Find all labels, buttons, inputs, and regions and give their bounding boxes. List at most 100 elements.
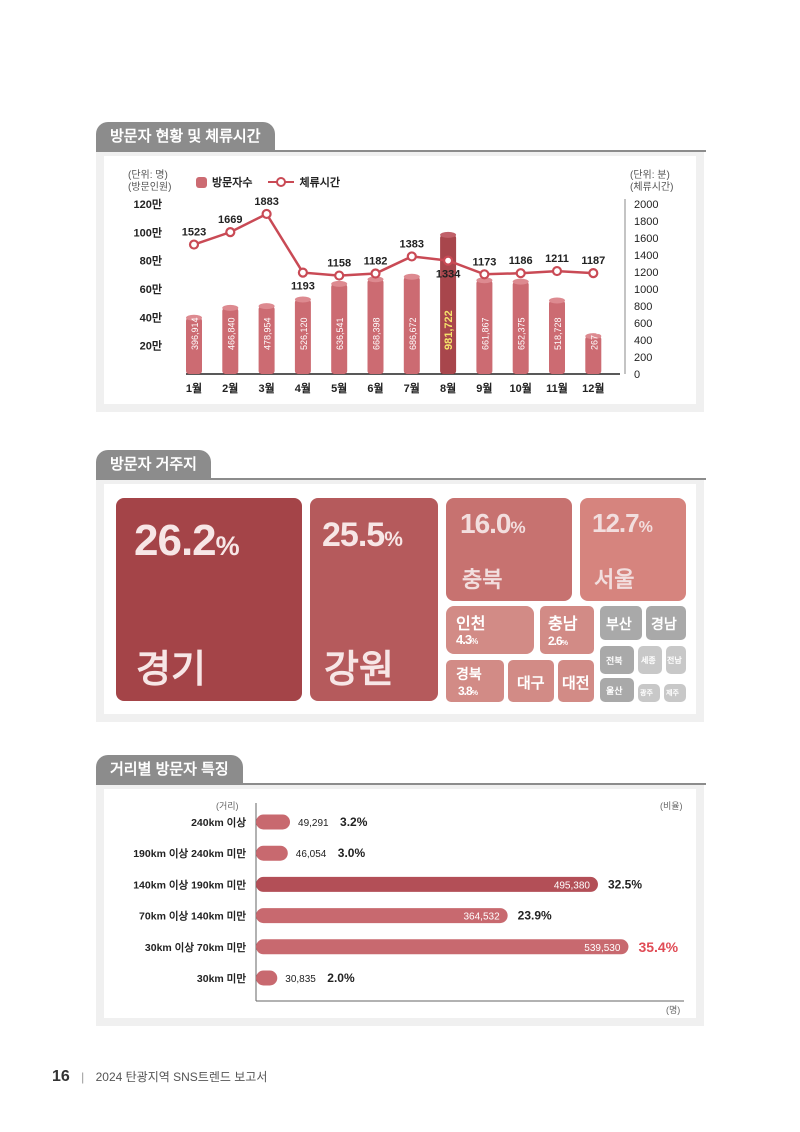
legend-bar-icon bbox=[196, 176, 207, 188]
bar-cap bbox=[476, 277, 493, 284]
treemap-pct-value: 16.0 bbox=[460, 508, 511, 539]
legend-line-label: 체류시간 bbox=[299, 177, 340, 189]
x-tick-label: 7월 bbox=[404, 381, 420, 395]
combo-axes: 20만 40만 60만 80만 100만 120만 0 200 400 600 800 1000 120… bbox=[134, 197, 659, 395]
bar-cap bbox=[331, 280, 348, 287]
bar-data-label: 267,338 bbox=[589, 317, 599, 350]
bar bbox=[186, 317, 202, 374]
treemap-tile: 12.7% 서울 bbox=[580, 498, 686, 601]
line-data-label: 1193 bbox=[291, 281, 315, 293]
bar bbox=[476, 280, 493, 374]
line-data-label: 1187 bbox=[581, 255, 605, 267]
treemap-tile: 16.0% 충북 bbox=[446, 498, 572, 601]
x-tick-label: 12월 bbox=[582, 381, 604, 395]
treemap-pct: 26.2% bbox=[134, 516, 240, 566]
right-tick-label: 1800 bbox=[634, 216, 658, 228]
count-unit-label: (명) bbox=[666, 1005, 681, 1015]
treemap-tile: 대전 bbox=[558, 660, 594, 702]
line-data-label: 1523 bbox=[182, 227, 206, 239]
bar bbox=[222, 307, 239, 374]
x-tick-label: 3월 bbox=[258, 381, 274, 395]
bar-data-label: 478,954 bbox=[263, 317, 273, 350]
bar-cap bbox=[403, 273, 420, 280]
treemap-pct: 3.8% bbox=[458, 684, 478, 698]
bar-cap bbox=[222, 304, 239, 311]
line-point bbox=[261, 208, 272, 220]
treemap-tile: 경남 bbox=[646, 606, 686, 640]
x-tick-label: 11월 bbox=[546, 381, 568, 395]
treemap-pct-value: 4.3 bbox=[456, 632, 472, 647]
bar bbox=[256, 814, 291, 830]
treemap-pct-unit: % bbox=[638, 519, 653, 536]
treemap-tile: 울산 bbox=[600, 678, 634, 702]
treemap-pct-value: 26.2 bbox=[134, 516, 217, 565]
treemap-pct: 12.7% bbox=[592, 508, 653, 539]
treemap-tile: 제주 bbox=[664, 684, 686, 702]
treemap-pct-unit: % bbox=[471, 637, 478, 646]
line-series bbox=[193, 212, 594, 277]
treemap-pct-unit: % bbox=[215, 531, 240, 561]
right-tick-label: 1400 bbox=[634, 250, 658, 262]
line-data-label: 1383 bbox=[400, 238, 424, 250]
left-unit-line1: (단위: 명) bbox=[128, 170, 168, 181]
treemap-region-name: 제주 bbox=[666, 690, 679, 697]
right-tick-label: 1200 bbox=[634, 267, 658, 279]
x-tick-label: 8월 bbox=[440, 381, 456, 395]
treemap-pct: 4.3% bbox=[456, 632, 478, 647]
treemap-region-name: 대전 bbox=[562, 675, 590, 692]
category-label: 30km 미만 bbox=[197, 972, 246, 985]
bar-cap bbox=[367, 276, 384, 283]
treemap-pct-unit: % bbox=[561, 640, 568, 647]
treemap-region-name: 충북 bbox=[462, 567, 503, 592]
treemap-pct-unit: % bbox=[471, 690, 478, 697]
right-tick-label: 1600 bbox=[634, 233, 658, 245]
bar-data-label: 686,672 bbox=[408, 317, 418, 350]
treemap-region-name: 전북 bbox=[606, 656, 623, 666]
bar bbox=[585, 336, 602, 374]
treemap-pct-value: 3.8 bbox=[458, 684, 473, 698]
report-title: 2024 탄광지역 SNS트렌드 보고서 bbox=[95, 1070, 268, 1084]
right-tick-label: 600 bbox=[634, 318, 652, 330]
residence-treemap-panel: 26.2% 경기 25.5% 강원 16.0% 충북 12.7% 서울 4.3% 인천 2.6% 충남… bbox=[96, 480, 704, 722]
bar-ratio-label: 35.4% bbox=[638, 939, 678, 955]
treemap-pct: 16.0% bbox=[460, 508, 526, 540]
x-tick-label: 5월 bbox=[331, 381, 347, 395]
treemap-region-name: 경북 bbox=[456, 666, 482, 682]
right-unit-label: (단위: 분) (체류시간) bbox=[630, 170, 673, 194]
treemap-region-name: 충남 bbox=[548, 616, 578, 633]
right-tick-label: 0 bbox=[634, 369, 640, 381]
bar-cap bbox=[549, 297, 565, 304]
line-point bbox=[334, 270, 345, 281]
treemap-tile: 부산 bbox=[600, 606, 642, 640]
bar bbox=[367, 279, 384, 374]
left-unit-label: (단위: 명) (방문인원) bbox=[128, 170, 171, 194]
treemap-tile: 전남 bbox=[666, 646, 686, 674]
bar-value-label: 49,291 bbox=[298, 818, 329, 829]
line-data-label: 1173 bbox=[472, 256, 496, 268]
treemap-region-name: 서울 bbox=[594, 567, 635, 592]
line-point bbox=[370, 268, 381, 279]
bar-data-label: 636,541 bbox=[335, 317, 345, 350]
treemap-region-name: 전남 bbox=[667, 656, 682, 665]
x-tick-label: 9월 bbox=[476, 381, 492, 395]
x-tick-label: 4월 bbox=[295, 381, 311, 395]
bar-ratio-label: 2.0% bbox=[327, 971, 355, 985]
bar-data-label: 518,728 bbox=[553, 317, 563, 350]
left-unit-line2: (방문인원) bbox=[128, 182, 172, 193]
line-data-label: 1186 bbox=[509, 255, 533, 267]
bar-value-label: 539,530 bbox=[584, 943, 621, 954]
bar-cap bbox=[585, 333, 602, 340]
section-divider bbox=[96, 150, 706, 152]
right-unit-line1: (단위: 분) bbox=[630, 170, 670, 181]
bar-cap bbox=[440, 231, 457, 238]
treemap-tile: 26.2% 경기 bbox=[116, 498, 302, 701]
treemap-region-name: 강원 bbox=[324, 649, 394, 691]
bar-cap bbox=[186, 314, 202, 321]
ratio-unit-label: (비율) bbox=[660, 801, 683, 811]
right-tick-label: 200 bbox=[634, 352, 652, 364]
line-data-label: 1211 bbox=[545, 253, 569, 265]
bar-ratio-label: 23.9% bbox=[518, 909, 552, 923]
treemap-region-name: 울산 bbox=[606, 686, 623, 696]
residence-treemap: 26.2% 경기 25.5% 강원 16.0% 충북 12.7% 서울 4.3% 인천 2.6% 충남… bbox=[104, 484, 696, 714]
left-tick-label: 80만 bbox=[140, 254, 162, 268]
